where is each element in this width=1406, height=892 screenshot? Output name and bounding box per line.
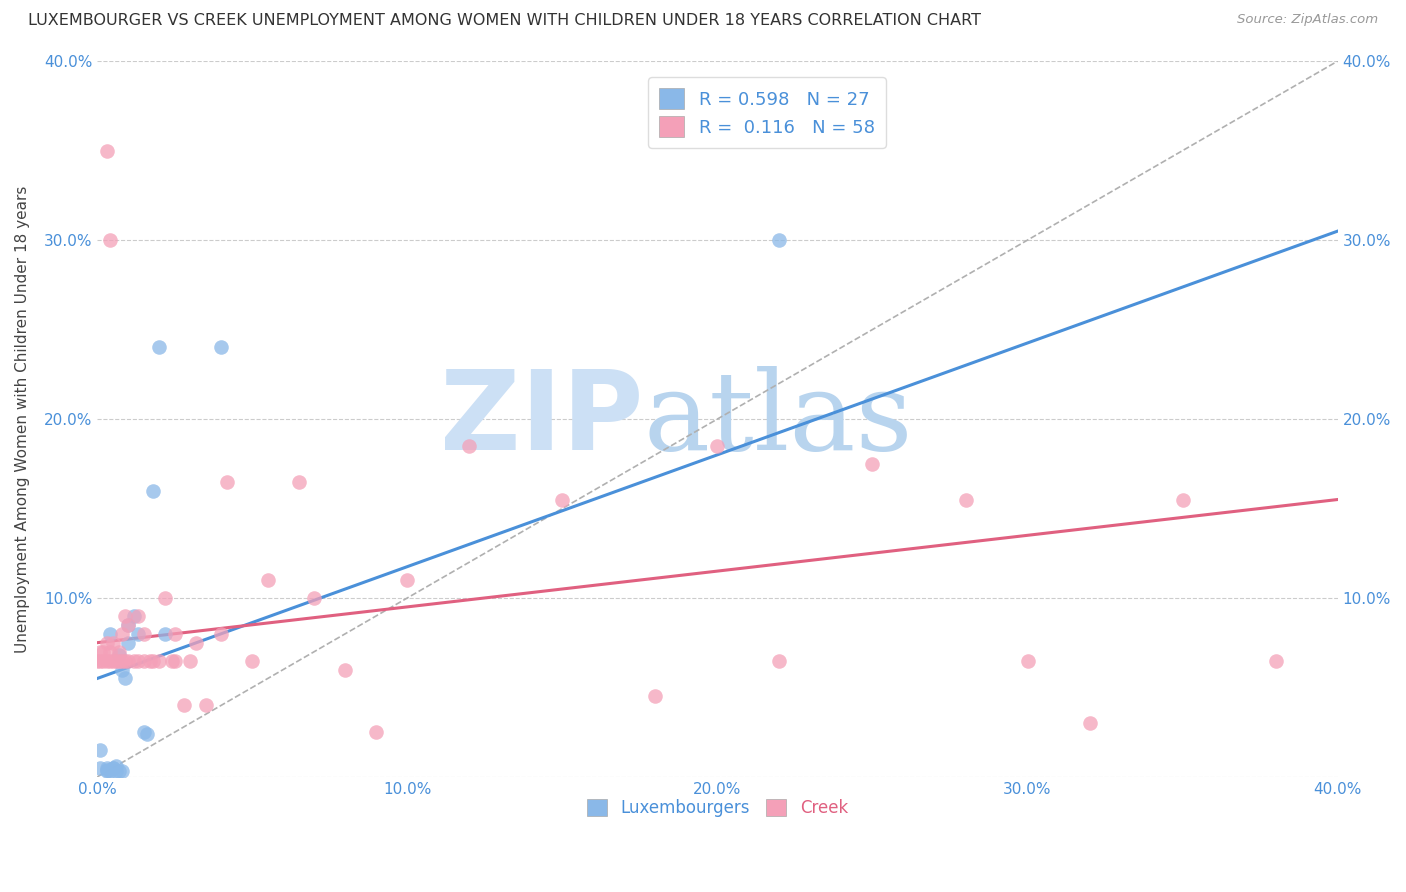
Point [89,645,111,659]
Point [101,761,124,775]
Point [304,591,326,605]
Point [135,727,157,741]
Point [1017,654,1039,668]
Point [124,608,146,623]
Point [768,233,790,247]
Point [127,654,149,668]
Point [117,617,139,632]
Point [98,645,121,659]
Point [98,626,121,640]
Point [111,663,134,677]
Point [117,654,139,668]
Point [124,654,146,668]
Point [155,626,177,640]
Text: atlas: atlas [643,366,912,473]
Point [142,654,165,668]
Point [862,457,884,471]
Point [114,672,136,686]
Point [256,573,278,587]
Point [217,475,239,489]
Point [127,608,149,623]
Point [96,764,118,779]
Point [139,654,162,668]
Point [117,617,139,632]
Point [209,626,232,640]
Point [132,626,155,640]
Point [104,654,127,668]
Point [458,439,481,453]
Point [114,654,136,668]
Point [96,654,118,668]
Point [111,626,134,640]
Point [163,626,186,640]
Point [93,645,115,659]
Legend: Luxembourgers, Creek: Luxembourgers, Creek [579,791,856,826]
Point [955,492,977,507]
Point [132,654,155,668]
Point [108,764,131,779]
Point [96,761,118,775]
Point [104,764,127,779]
Point [173,698,195,713]
Point [186,635,208,649]
Point [366,725,388,739]
Point [132,725,155,739]
Point [288,475,311,489]
Point [111,764,134,779]
Point [89,761,111,775]
Point [117,635,139,649]
Point [148,340,170,354]
Point [240,654,263,668]
Point [89,654,111,668]
Point [108,645,131,659]
Point [209,340,232,354]
Point [142,483,165,498]
Point [98,764,121,779]
Point [114,608,136,623]
Point [706,439,728,453]
Point [98,233,121,247]
Point [160,654,183,668]
Point [108,654,131,668]
Text: Source: ZipAtlas.com: Source: ZipAtlas.com [1237,13,1378,27]
Point [335,663,357,677]
Point [96,635,118,649]
Point [101,654,124,668]
Point [104,759,127,773]
Text: ZIP: ZIP [440,366,643,473]
Point [163,654,186,668]
Point [93,654,115,668]
Point [108,648,131,663]
Point [155,591,177,605]
Point [396,573,419,587]
Point [644,690,666,704]
Point [89,743,111,757]
Point [194,698,217,713]
Point [127,626,149,640]
Text: LUXEMBOURGER VS CREEK UNEMPLOYMENT AMONG WOMEN WITH CHILDREN UNDER 18 YEARS CORR: LUXEMBOURGER VS CREEK UNEMPLOYMENT AMONG… [28,13,981,29]
Point [96,144,118,158]
Point [98,654,121,668]
Y-axis label: Unemployment Among Women with Children Under 18 years: Unemployment Among Women with Children U… [15,186,30,653]
Point [96,763,118,777]
Point [101,761,124,775]
Point [111,654,134,668]
Point [1264,654,1286,668]
Point [101,635,124,649]
Point [86,654,108,668]
Point [551,492,574,507]
Point [768,654,790,668]
Point [1078,716,1101,731]
Point [1171,492,1194,507]
Point [148,654,170,668]
Point [179,654,201,668]
